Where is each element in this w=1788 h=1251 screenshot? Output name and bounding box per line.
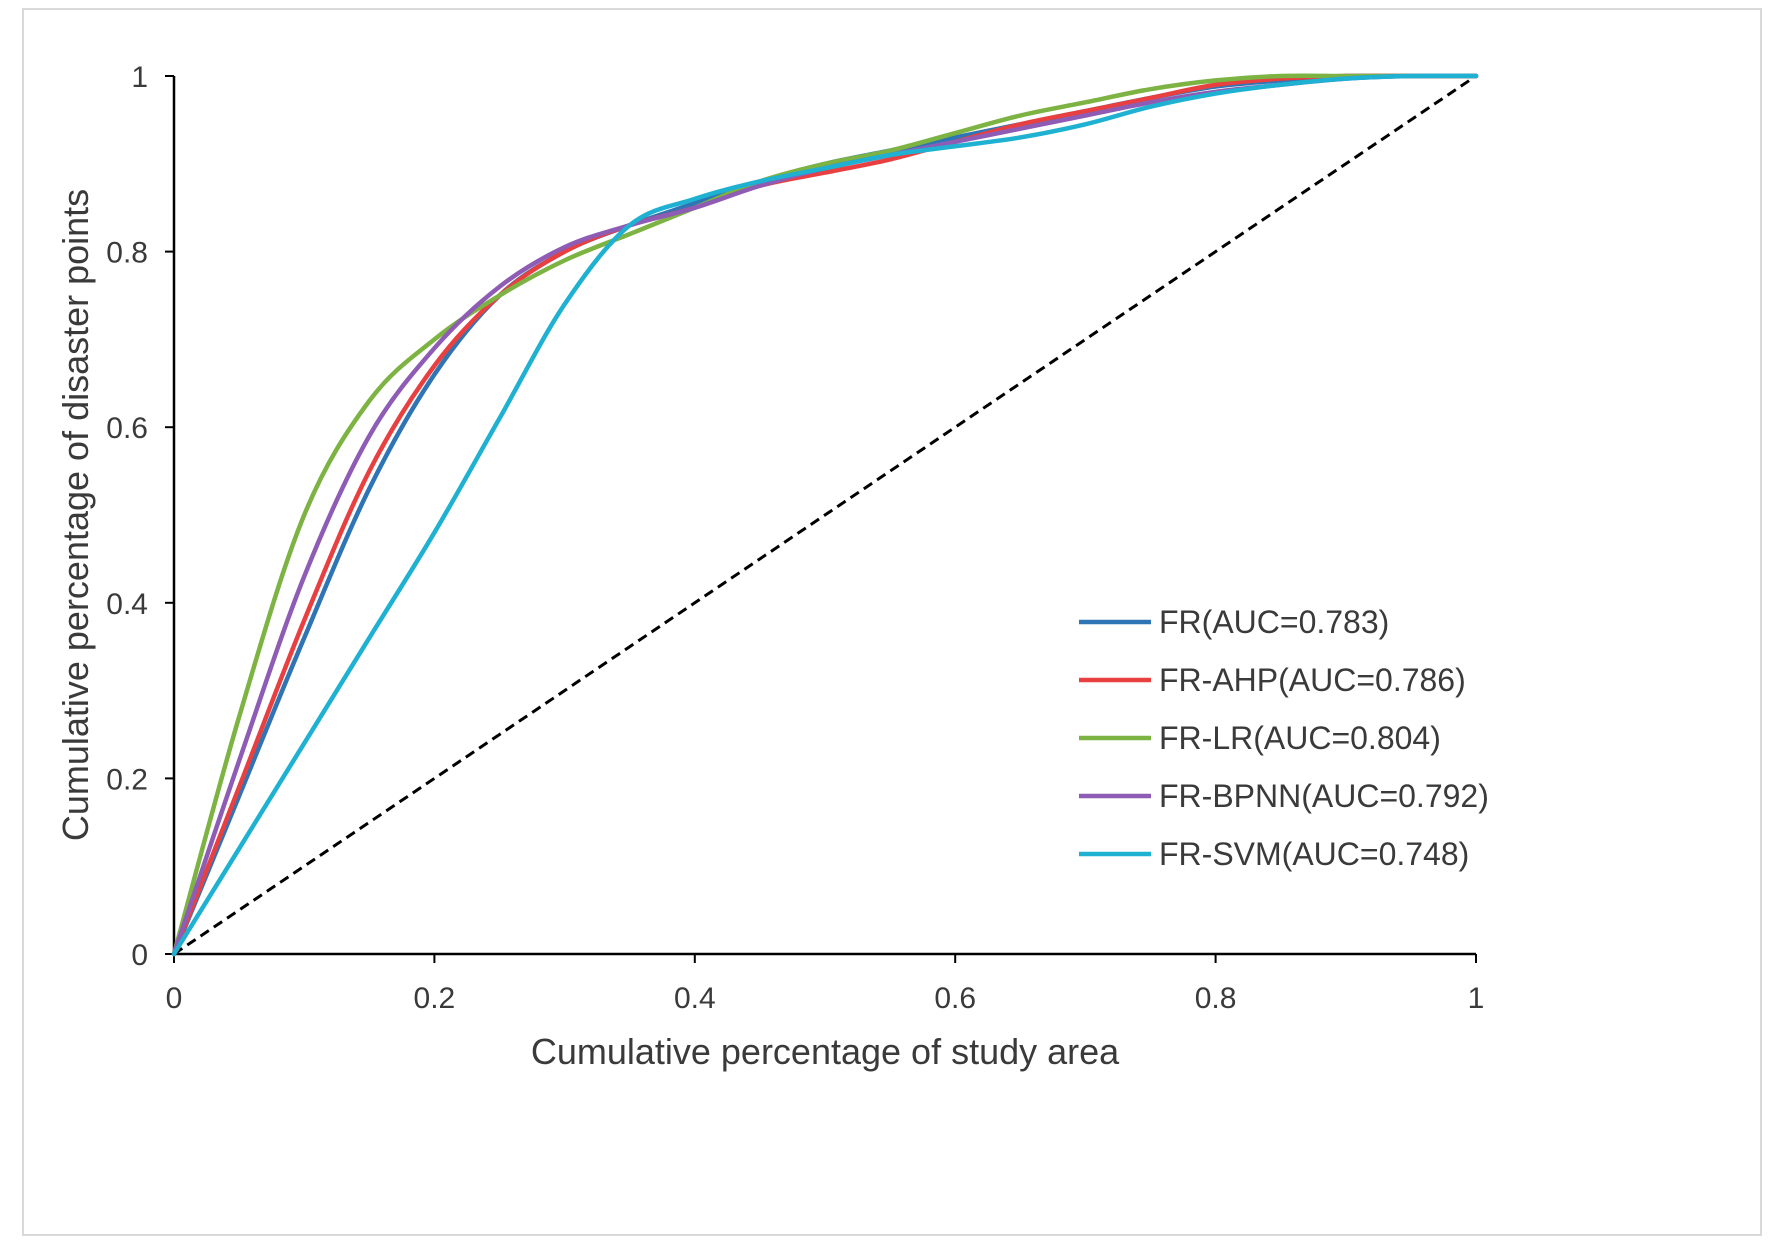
- chart-frame: 0 0.2 0.4 0.6 0.8 1 0 0.2 0.4 0.6 0.8 1 Cumulative …: [22, 8, 1762, 1236]
- reference-diagonal-line: [173, 74, 1477, 956]
- series-line-4: [171, 73, 1479, 957]
- x-axis-title: Cumulative percentage of study area: [531, 1031, 1120, 1072]
- x-tick-label: 0.6: [934, 982, 976, 1015]
- series-group: [171, 73, 1479, 957]
- x-tick-label: 0.4: [674, 982, 716, 1015]
- legend-label: FR-SVM(AUC=0.748): [1159, 836, 1469, 872]
- reference-line-group: [173, 74, 1477, 956]
- y-tick-label: 0.4: [106, 588, 148, 621]
- y-tick-label: 0.8: [106, 237, 148, 270]
- y-tick-label: 0: [131, 939, 148, 972]
- legend: FR(AUC=0.783) FR-AHP(AUC=0.786) FR-LR(AUC=…: [1079, 604, 1489, 872]
- legend-label: FR(AUC=0.783): [1159, 604, 1389, 640]
- legend-label: FR-AHP(AUC=0.786): [1159, 662, 1466, 698]
- tick-labels: 0 0.2 0.4 0.6 0.8 1 0 0.2 0.4 0.6 0.8 1: [106, 61, 1484, 1015]
- y-axis-title: Cumulative percentage of disaster points: [55, 189, 96, 841]
- roc-chart: 0 0.2 0.4 0.6 0.8 1 0 0.2 0.4 0.6 0.8 1 Cumulative …: [55, 61, 1489, 1072]
- x-tick-label: 1: [1468, 982, 1485, 1015]
- y-tick-label: 0.6: [106, 412, 148, 445]
- y-tick-label: 0.2: [106, 763, 148, 796]
- y-tick-label: 1: [131, 61, 148, 94]
- legend-label: FR-BPNN(AUC=0.792): [1159, 778, 1489, 814]
- legend-label: FR-LR(AUC=0.804): [1159, 720, 1441, 756]
- axes: [165, 75, 1477, 963]
- x-tick-label: 0.2: [414, 982, 456, 1015]
- x-tick-label: 0: [166, 982, 183, 1015]
- x-tick-label: 0.8: [1195, 982, 1237, 1015]
